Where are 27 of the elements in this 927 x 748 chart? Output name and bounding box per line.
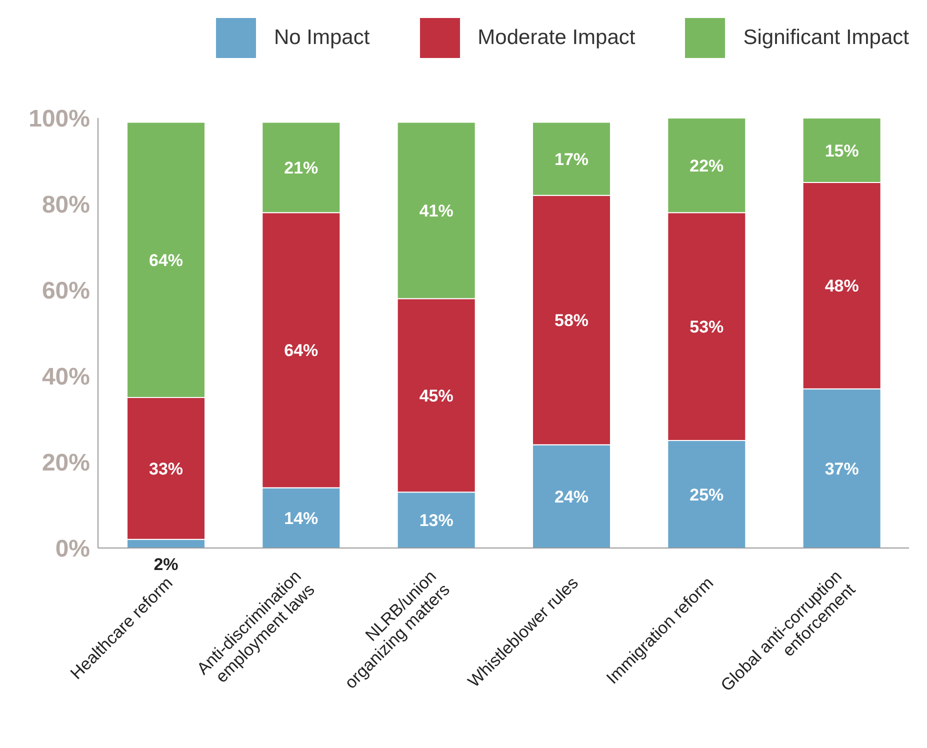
- data-label: 41%: [419, 201, 454, 220]
- data-label: 45%: [419, 386, 454, 406]
- legend-label: No Impact: [274, 26, 370, 50]
- data-label: 64%: [284, 341, 318, 360]
- data-label: 2%: [154, 555, 178, 574]
- data-label: 64%: [148, 250, 184, 270]
- data-label: 25%: [690, 485, 724, 504]
- y-tick-label: 80%: [42, 192, 90, 219]
- y-tick-label: 100%: [28, 106, 90, 133]
- data-label: 48%: [824, 276, 859, 296]
- data-label: 24%: [554, 487, 589, 506]
- y-tick-label: 0%: [55, 536, 90, 563]
- data-label: 58%: [554, 311, 589, 330]
- data-label: 37%: [824, 459, 859, 478]
- data-label: 33%: [148, 459, 184, 478]
- data-label: 53%: [690, 318, 724, 337]
- data-label: 14%: [284, 508, 318, 528]
- data-label: 15%: [824, 141, 859, 160]
- legend-label: Moderate Impact: [478, 26, 636, 50]
- data-label: 13%: [419, 511, 454, 530]
- data-label: 22%: [690, 156, 724, 176]
- y-tick-label: 20%: [42, 450, 90, 477]
- data-label: 21%: [284, 158, 318, 178]
- legend-label: Significant Impact: [743, 26, 909, 50]
- y-tick-label: 40%: [42, 364, 90, 391]
- data-label: 17%: [554, 150, 589, 169]
- y-tick-label: 60%: [42, 278, 90, 305]
